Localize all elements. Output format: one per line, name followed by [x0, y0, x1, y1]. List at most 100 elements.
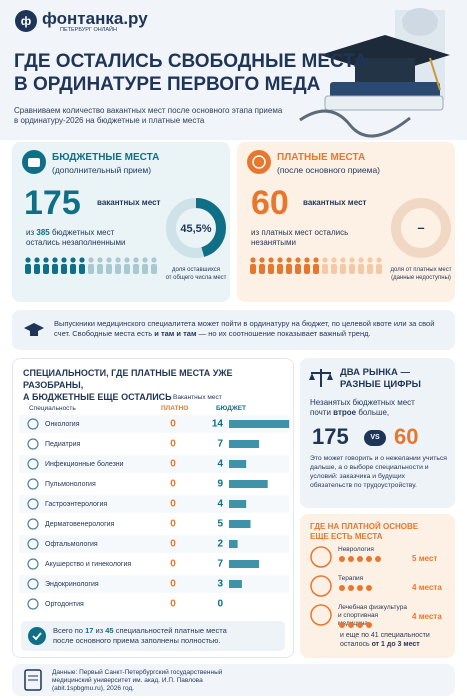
specialty: Гастроэнтерология [45, 501, 107, 508]
text: 41 [370, 632, 379, 639]
paid-value: 0 [170, 499, 176, 510]
budget-value: 3 [217, 579, 223, 590]
person-body [106, 264, 112, 274]
unit: места [418, 612, 442, 621]
vacant-header: Вакантных мест [173, 394, 222, 401]
paid-title: ПЛАТНЫЕ МЕСТА [277, 152, 366, 163]
budget-card: БЮДЖЕТНЫЕ МЕСТА (дополнительный прием) 1… [12, 142, 230, 302]
budget-count: 175 [24, 184, 81, 222]
specialty: Онкология [45, 421, 80, 428]
share-label: – [417, 220, 425, 235]
budget-bar [229, 580, 242, 588]
text: специальностей платные места [115, 626, 227, 635]
budget-value: 7 [217, 559, 223, 570]
person-head [151, 257, 157, 263]
compare-note: Это может говорить и о нежелании учиться… [310, 455, 447, 489]
caption-line: (данные недоступны) [391, 275, 451, 281]
row-icon [27, 558, 39, 570]
budget-bar [229, 460, 247, 468]
person-head [124, 257, 130, 263]
specialty: Офтальмология [45, 541, 98, 548]
budget-count-label: вакантных мест [97, 198, 161, 207]
specialty: Пульмонология [45, 481, 96, 488]
place-dot [357, 622, 363, 628]
person-body [97, 264, 103, 274]
paid-value: 0 [170, 479, 176, 490]
title-line: ДВА РЫНКА — [340, 367, 410, 378]
table-footer: Всего по 17 из 45 специальностей платные… [21, 621, 285, 651]
source-bar: Данные: Первый Санкт-Петербургский госуд… [12, 664, 455, 696]
place-dot [366, 556, 372, 562]
person-head [97, 257, 103, 263]
person-head [106, 257, 112, 263]
person-body [268, 264, 274, 274]
text: — но их соотношение показывает важный тр… [198, 329, 371, 338]
svg-text:ф: ф [21, 14, 32, 28]
source: Данные: Первый Санкт-Петербургский госуд… [52, 669, 223, 692]
cap-icon [24, 323, 44, 336]
budget-bar [229, 540, 238, 548]
person-body [133, 264, 139, 274]
person-head [250, 257, 256, 263]
place-dot [339, 556, 345, 562]
paid-value: 0 [170, 579, 176, 590]
info-bar: Выпускники медицинского специалитета мож… [12, 310, 455, 350]
paid-left-extra: и еще по 41 специальности осталось от 1 д… [340, 631, 450, 649]
place-dot [366, 585, 372, 591]
paid-subtitle: (после основного приема) [277, 165, 381, 175]
share-caption: доля оставшихся от общего числа мест [162, 266, 230, 282]
text: незанятыми [251, 238, 296, 247]
budget-bar [229, 480, 268, 488]
paid-value: 0 [170, 459, 176, 470]
person-body [52, 264, 58, 274]
place-dot [375, 556, 381, 562]
item-dots [339, 585, 372, 591]
title: ГДЕ ОСТАЛИСЬ СВОБОДНЫЕ МЕСТА В ОРДИНАТУР… [14, 50, 367, 96]
budget-bar [229, 440, 260, 448]
person-body [79, 264, 85, 274]
person-head [358, 257, 364, 263]
count: 4 [412, 583, 417, 592]
paid-count-label: вакантных мест [303, 198, 367, 207]
budget-title: БЮДЖЕТНЫЕ МЕСТА [52, 152, 160, 163]
text: почти [310, 408, 331, 417]
person-head [133, 257, 139, 263]
place-dot [348, 585, 354, 591]
person-body [340, 264, 346, 274]
donut-arc [166, 198, 226, 258]
paid-value: 0 [170, 419, 176, 430]
text: и еще по [340, 632, 369, 639]
person-head [25, 257, 31, 263]
specialty: Педиатрия [45, 441, 81, 448]
check-icon [28, 627, 46, 645]
caption-line: от общего числа мест [165, 275, 227, 281]
scales-icon [309, 369, 333, 387]
person-head [286, 257, 292, 263]
compare-budget: 175 [312, 424, 349, 449]
highlight: от 1 до 3 мест [371, 641, 420, 648]
person-body [43, 264, 49, 274]
person-body [295, 264, 301, 274]
highlight: 45 [105, 626, 114, 635]
compare-title: ДВА РЫНКА — РАЗНЫЕ ЦИФРЫ [340, 367, 421, 391]
rows: Онкология 0 14 Педиатрия 0 7 Инфекционные боле… [19, 415, 290, 610]
doc-icon [24, 669, 42, 691]
count: 5 [412, 554, 417, 563]
budget-value: 5 [217, 519, 223, 530]
col-header: Специальность [29, 405, 76, 412]
person-head [34, 257, 40, 263]
paid-item: Неврология 5 мест [300, 544, 455, 572]
text: специальности [380, 632, 430, 639]
unit: места [418, 583, 442, 592]
place-dot [339, 585, 345, 591]
item-count: 5 мест [412, 554, 437, 563]
col-header: БЮДЖЕТ [216, 405, 247, 412]
place-dot [348, 556, 354, 562]
paid-value: 0 [170, 539, 176, 550]
person-body [322, 264, 328, 274]
row-icon [27, 498, 39, 510]
specialty: Дерматовенерология [45, 521, 115, 528]
budget-value: 9 [217, 479, 223, 490]
subtitle: Сравниваем количество вакантных мест пос… [14, 106, 282, 126]
